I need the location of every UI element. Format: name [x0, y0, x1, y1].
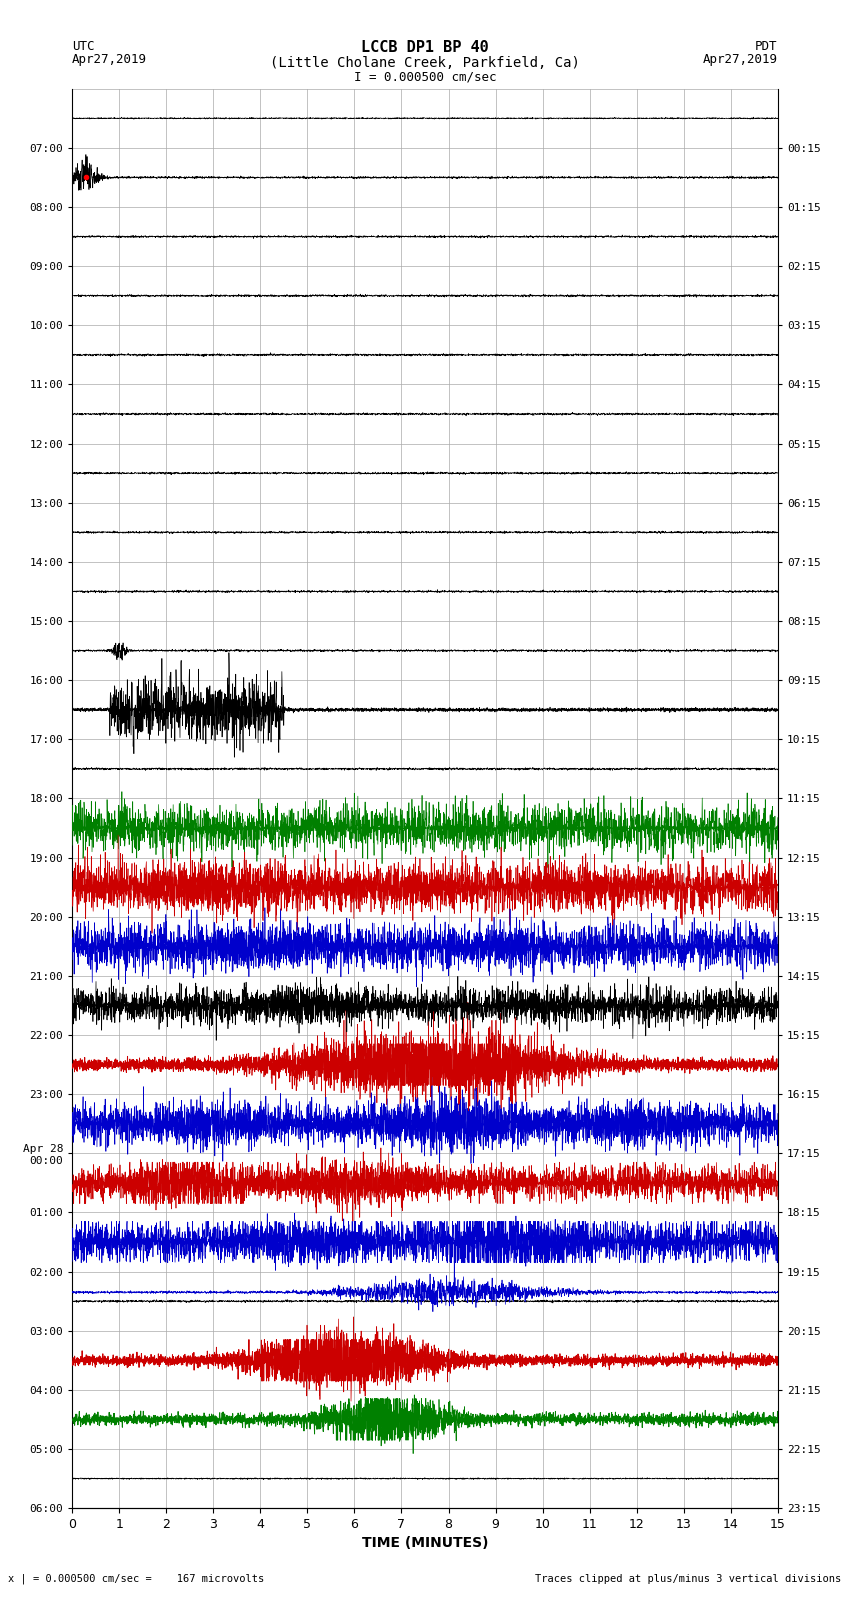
Text: I = 0.000500 cm/sec: I = 0.000500 cm/sec [354, 71, 496, 84]
Text: Apr27,2019: Apr27,2019 [703, 53, 778, 66]
Text: x | = 0.000500 cm/sec =    167 microvolts: x | = 0.000500 cm/sec = 167 microvolts [8, 1573, 264, 1584]
Text: PDT: PDT [756, 40, 778, 53]
Text: LCCB DP1 BP 40: LCCB DP1 BP 40 [361, 40, 489, 55]
Text: (Little Cholane Creek, Parkfield, Ca): (Little Cholane Creek, Parkfield, Ca) [270, 56, 580, 71]
Text: Traces clipped at plus/minus 3 vertical divisions: Traces clipped at plus/minus 3 vertical … [536, 1574, 842, 1584]
X-axis label: TIME (MINUTES): TIME (MINUTES) [362, 1537, 488, 1550]
Text: Apr27,2019: Apr27,2019 [72, 53, 147, 66]
Text: UTC: UTC [72, 40, 94, 53]
